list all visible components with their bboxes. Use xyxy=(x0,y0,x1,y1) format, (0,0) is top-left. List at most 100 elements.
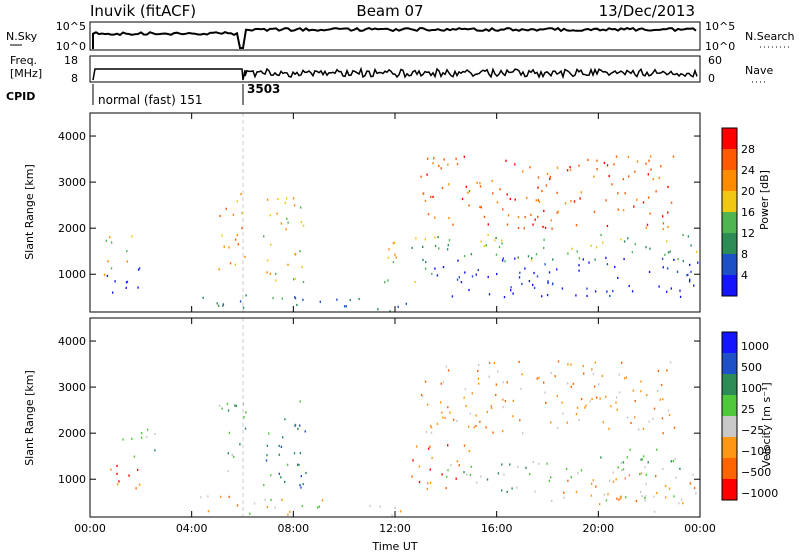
velocity-cell xyxy=(447,369,450,372)
power-cell xyxy=(517,226,520,230)
velocity-cell xyxy=(504,400,507,403)
noise-right-tick-high: 10^5 xyxy=(705,20,735,33)
velocity-cell xyxy=(585,404,587,407)
power-cell xyxy=(542,225,544,228)
velocity-cell xyxy=(427,447,430,450)
velocity-cell xyxy=(425,430,428,434)
power-cell xyxy=(673,258,675,261)
power-cell xyxy=(504,260,506,263)
velocity-cell xyxy=(427,482,429,485)
power-cell xyxy=(266,271,268,274)
velocity-cell xyxy=(550,476,552,479)
velocity-cell xyxy=(563,491,565,494)
power-cell xyxy=(548,271,551,274)
power-cell xyxy=(605,256,607,259)
power-cell xyxy=(652,178,654,181)
power-cell xyxy=(569,166,571,169)
velocity-cell xyxy=(625,376,628,379)
velocity-cell xyxy=(227,452,229,455)
velocity-colorbar-swatch xyxy=(722,395,737,416)
velocity-cell xyxy=(562,412,564,415)
velocity-cell xyxy=(599,397,601,400)
velocity-cell xyxy=(689,482,692,485)
power-cell xyxy=(491,179,493,182)
power-panel: 1000 2000 3000 4000 Slant Range [km] 28 24 20… xyxy=(23,112,771,313)
velocity-cell xyxy=(245,411,247,414)
velocity-cell xyxy=(316,506,319,509)
velocity-cell xyxy=(458,464,460,467)
power-cell xyxy=(682,234,684,237)
velocity-cell xyxy=(670,460,672,463)
velocity-panel-frame xyxy=(89,317,701,518)
velocity-cell xyxy=(249,512,251,515)
power-cell xyxy=(696,250,698,253)
power-y-axis: 1000 2000 3000 4000 xyxy=(58,130,700,281)
velocity-cell xyxy=(603,493,606,496)
velocity-cell xyxy=(305,471,307,475)
velocity-cell xyxy=(391,514,393,517)
power-cell xyxy=(593,210,596,213)
power-colorbar-tick: 8 xyxy=(741,248,748,261)
velocity-colorbar-swatch xyxy=(722,353,737,374)
velocity-cell xyxy=(544,391,546,394)
power-cell xyxy=(471,275,474,278)
velocity-cell xyxy=(635,500,638,503)
power-cell xyxy=(517,216,520,219)
power-cell xyxy=(550,219,552,222)
power-cell xyxy=(649,247,651,250)
velocity-cell xyxy=(154,432,156,436)
power-cell xyxy=(422,258,424,261)
velocity-cell xyxy=(525,466,527,469)
velocity-cell xyxy=(543,381,545,384)
velocity-xtick-label: 04:00 xyxy=(176,522,208,535)
power-colorbar-tick: 4 xyxy=(741,269,748,282)
velocity-cell xyxy=(640,458,642,461)
velocity-cell xyxy=(243,416,245,419)
power-cell xyxy=(483,215,486,218)
power-cell xyxy=(280,222,283,225)
power-cell xyxy=(660,165,662,168)
velocity-cell xyxy=(473,426,475,429)
velocity-cell xyxy=(548,479,551,482)
power-colorbar-swatch xyxy=(722,128,737,149)
velocity-cell xyxy=(442,416,444,419)
velocity-cell xyxy=(284,418,286,421)
power-cell xyxy=(433,157,435,160)
power-cell xyxy=(528,280,531,283)
velocity-cell xyxy=(551,499,553,502)
velocity-cell xyxy=(122,438,124,441)
cpid-program-1: normal (fast) 151 xyxy=(98,93,202,107)
velocity-cell xyxy=(545,401,547,404)
power-cell xyxy=(349,299,351,302)
velocity-cell xyxy=(644,499,646,502)
power-cell xyxy=(586,294,588,298)
power-cell xyxy=(677,258,679,261)
power-cell xyxy=(393,241,396,244)
power-cell xyxy=(600,233,602,237)
power-cell xyxy=(240,193,242,196)
power-cell xyxy=(546,294,549,297)
velocity-cell xyxy=(638,428,640,431)
power-cell xyxy=(609,294,611,297)
power-cell xyxy=(387,256,390,259)
power-cell xyxy=(645,246,647,249)
velocity-cell xyxy=(502,398,504,401)
noise-trace xyxy=(92,26,697,49)
power-cell xyxy=(631,290,634,293)
velocity-cell xyxy=(302,483,304,486)
power-cell xyxy=(667,211,669,214)
power-cell xyxy=(458,276,460,279)
velocity-cell xyxy=(550,421,552,424)
power-colorbar-swatch xyxy=(722,170,737,191)
velocity-cell xyxy=(488,375,490,378)
velocity-cell xyxy=(593,385,596,388)
velocity-cell xyxy=(563,496,565,499)
power-cell xyxy=(498,245,501,249)
velocity-cell xyxy=(456,460,459,463)
velocity-cell xyxy=(226,402,229,405)
velocity-cell xyxy=(478,363,480,367)
velocity-cell xyxy=(502,406,504,409)
velocity-cell xyxy=(645,482,647,486)
velocity-cell xyxy=(477,377,479,380)
